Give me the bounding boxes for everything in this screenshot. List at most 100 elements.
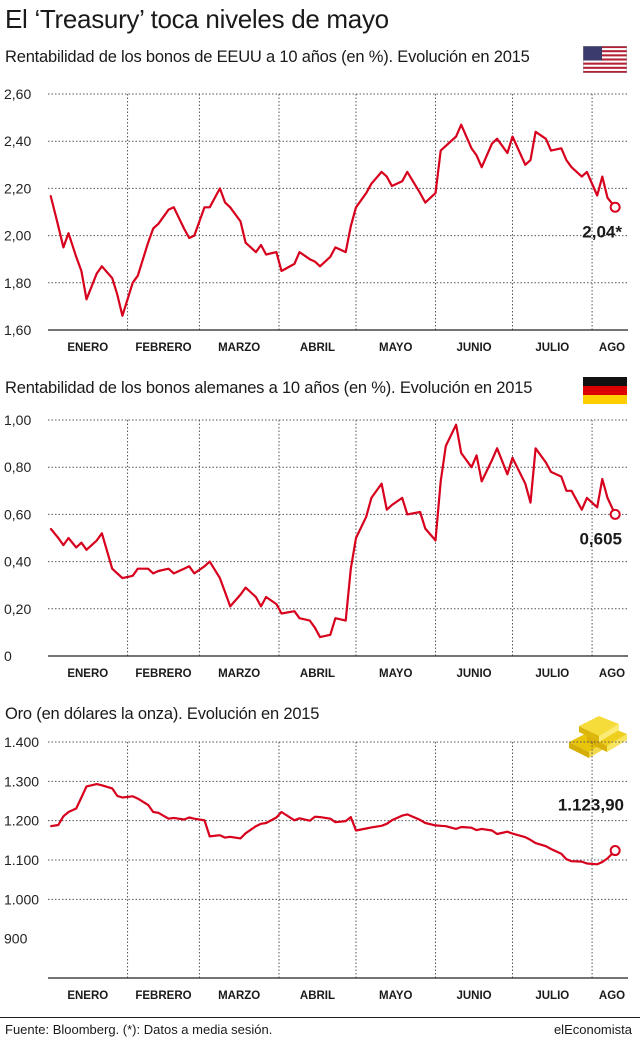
data-point [255,825,257,827]
data-point [183,227,185,230]
data-point [62,246,64,248]
chart-bund: 0 0,20 0,40 0,60 0,80 1,00 ENERO FEBRERO MARZO AB… [4,412,628,680]
chart3-title: Oro (en dólares la onza). Evolución en 2… [5,705,320,723]
data-point [334,617,337,619]
data-point [496,138,498,140]
data-point [157,812,159,814]
x-tick-label: JULIO [535,668,569,680]
data-point [419,511,421,513]
data-point [550,471,552,473]
data-point [132,575,134,577]
y-tick-label: 0,80 [4,459,31,475]
data-point [406,813,408,815]
chart-gold: 900 1.000 1.100 1.200 1.300 1.400 ENERO FEBRERO… [4,734,628,1002]
data-point [319,636,321,638]
data-point [80,796,82,799]
usa-flag-icon [583,46,627,73]
y-tick-label: 1.000 [4,891,39,907]
data-point [96,272,98,274]
end-marker [609,201,621,213]
end-value-label: 1.123,90 [558,796,624,815]
data-point [355,537,357,539]
data-point [470,827,473,829]
data-point [370,183,372,185]
data-point [147,242,149,244]
data-point [596,506,598,508]
data-point [80,270,82,272]
data-point [401,180,403,182]
end-marker [609,508,621,520]
data-point [255,251,257,253]
data-point [455,424,457,426]
data-point [550,848,552,850]
data-point [49,194,52,197]
data-point [116,294,118,296]
data-point [319,816,321,818]
brand-credit: elEconomista [553,1022,632,1037]
data-point [511,135,514,138]
data-point [224,836,226,839]
data-point [219,187,221,189]
y-tick-label: 0,20 [4,601,31,617]
data-point [511,833,514,835]
data-point [314,260,316,263]
headline: El ‘Treasury’ toca niveles de mayo [5,4,389,34]
data-point [280,270,283,272]
data-point [460,452,462,454]
data-point [96,783,98,785]
data-point [224,591,226,593]
data-point [245,586,247,589]
data-point [381,825,383,827]
source-note: Fuente: Bloomberg. (*): Datos a media se… [5,1022,273,1037]
x-tick-label: FEBRERO [135,342,191,354]
data-point [581,860,583,863]
data-point [193,572,195,574]
x-tick-label: FEBRERO [135,668,191,680]
data-point [475,154,478,156]
data-point [550,150,552,152]
data-point [460,826,462,828]
data-point [314,816,316,818]
data-point [309,820,311,822]
data-point [280,612,283,615]
data-point [219,834,221,836]
data-point [183,818,185,821]
data-point [565,490,568,492]
end-value-label: 0,605 [579,529,622,548]
x-tick-label: AGO [599,342,625,354]
data-point [350,225,352,227]
data-point [319,265,321,267]
chart2-title: Rentabilidad de los bonos alemanes a 10 … [5,379,533,397]
y-tick-label: 900 [4,931,28,947]
data-point [601,861,603,863]
data-point [401,814,403,817]
data-point [329,634,331,636]
y-tick-label: 0,40 [4,554,31,570]
data-point [111,277,113,279]
series-line [49,123,617,317]
data-point [565,858,568,860]
data-point [168,818,170,820]
data-point [565,159,568,161]
data-point [496,447,498,449]
y-tick-label: 1.300 [4,773,39,789]
data-point [293,610,295,612]
data-point [365,516,367,518]
data-point [581,509,583,511]
data-point [280,811,283,813]
y-tick-label: 2,20 [4,180,31,196]
data-point [137,568,139,570]
data-point [560,147,562,149]
data-point [370,497,372,499]
data-point [152,572,154,574]
data-point [85,549,88,551]
data-point [506,831,508,833]
data-point [329,818,331,820]
data-point [445,445,447,447]
data-point [601,478,603,480]
data-point [203,819,206,821]
data-point [350,816,352,818]
chart1-title: Rentabilidad de los bonos de EEUU a 10 a… [5,48,530,66]
data-point [419,819,421,821]
data-point [560,853,562,855]
